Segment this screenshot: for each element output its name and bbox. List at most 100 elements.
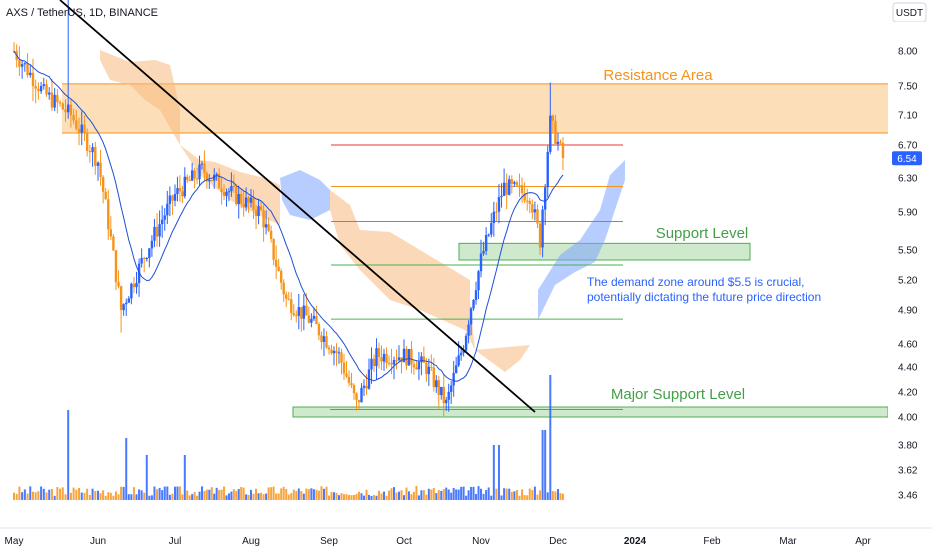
candle-body [153,226,156,241]
candle-body [163,215,166,220]
candle-body [249,197,253,203]
time-axis-bg [0,528,932,550]
volume-bar [143,492,146,500]
volume-bar [445,487,448,500]
volume-bar [210,487,213,500]
volume-bar [88,494,91,500]
volume-bar [415,486,418,500]
volume-bar [333,492,335,500]
volume-bar [23,489,26,500]
volume-bar [495,488,498,500]
candle-body [377,348,381,358]
volume-bar [285,489,288,500]
volume-bar [385,495,388,500]
cloud-bull-2 [330,190,530,372]
candle-body [482,251,485,254]
candle-body [375,348,378,367]
candle-body [37,88,40,92]
unit-badge[interactable]: USDT [892,2,927,23]
volume-bar [117,494,120,500]
price-tick-label: 7.50 [898,82,918,93]
volume-bar [410,494,413,500]
price-tick-label: 3.80 [898,441,918,452]
candle-body [267,224,270,231]
down-trendline [59,0,536,413]
candle-body [88,150,92,153]
volume-bar [145,455,148,500]
candle-body [297,307,301,316]
candle-body [543,187,547,210]
candle-body [132,283,136,288]
symbol-title[interactable]: AXS / TetherUS, 1D, BINANCE [6,7,158,19]
volume-bar [107,492,110,500]
candle-body [469,308,473,325]
volume-bar [255,488,258,500]
candle-body [96,162,100,166]
candle-body [264,224,268,228]
volume-bar [205,489,208,500]
volume-bar [200,486,203,500]
candle-body [554,120,557,145]
candle-body [125,302,128,305]
price-tick-label: 6.30 [898,174,918,185]
volume-bar [305,488,308,500]
price-tick-label: 4.00 [898,413,918,424]
time-tick-label: Mar [779,536,797,547]
candle-body [181,191,184,197]
candle-body [505,182,508,195]
candle-body [477,271,480,291]
note-text-line: The demand zone around $5.5 is crucial, [587,275,804,289]
candle-body [50,92,54,108]
cloud-bear-1 [280,170,330,220]
volume-bar [163,486,166,500]
candle-body [158,224,161,237]
volume-bar [132,487,135,500]
volume-bar [393,487,395,500]
volume-bar [322,488,325,500]
candle-body [452,372,455,386]
volume-bar [442,489,445,500]
volume-bar [521,489,524,500]
volume-bar [40,486,43,500]
volume-bar [178,486,181,500]
price-tick-label: 4.40 [898,363,918,374]
candle-body [440,386,443,396]
candle-body [262,210,265,228]
volume-bar [265,493,268,500]
candle-body [225,191,228,196]
candle-body [472,300,475,309]
time-tick-label: Apr [855,536,871,547]
candle-body [193,170,196,179]
candle-body [302,305,306,319]
candle-body [34,86,37,89]
candle-body [188,180,191,182]
candle-body [518,185,521,187]
candle-body [247,197,250,203]
candle-body [459,352,463,356]
volume-bar [130,494,133,500]
time-tick-label: Oct [396,536,412,547]
candle-body [360,387,363,403]
candle-body [64,109,67,113]
volume-bar [302,493,305,500]
volume-bar [15,493,18,500]
candle-body [222,192,226,196]
price-tick-label: 4.60 [898,340,918,351]
candle-body [178,188,182,192]
candle-body [168,195,172,204]
candle-body [135,283,138,288]
candle-body [237,194,240,205]
candle-body [445,399,448,404]
volume-bar [482,493,485,500]
volume-bar [353,494,355,500]
volume-bar [536,494,539,500]
candle-body [546,151,549,188]
volume-bar [368,494,370,500]
candle-body [190,170,194,181]
candle-body [66,104,70,113]
candle-body [48,92,51,95]
price-tick-label: 4.20 [898,388,918,399]
candle-body [42,84,46,87]
volume-bar [174,486,176,500]
